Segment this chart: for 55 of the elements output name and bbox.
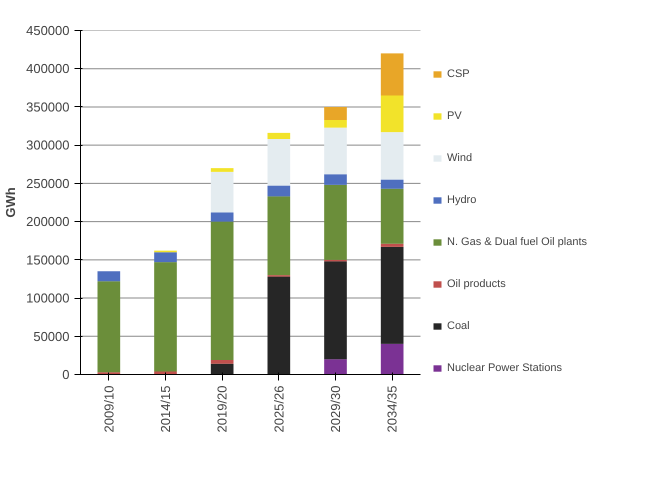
bar (268, 196, 290, 276)
bar (324, 120, 347, 128)
bar (210, 222, 234, 360)
bar (380, 180, 404, 189)
bar (324, 128, 347, 174)
x-tick-label: 2019/20 (214, 385, 230, 432)
x-tick-label: 2009/10 (101, 385, 116, 432)
bar (324, 106, 347, 120)
bar (210, 360, 234, 364)
bar (268, 186, 290, 196)
bar (380, 244, 404, 247)
legend-label: Wind (447, 152, 472, 164)
y-tick-label: 0 (62, 367, 70, 382)
bar (154, 262, 177, 372)
legend-label: CSP (447, 68, 470, 80)
legend-label: Oil products (447, 278, 506, 290)
x-tick-label: 2025/26 (271, 385, 286, 432)
bar (210, 168, 234, 172)
legend-label: Nuclear Power Stations (447, 362, 562, 374)
legend-label: PV (447, 110, 463, 122)
y-tick-label: 100000 (26, 290, 70, 306)
y-tick-label: 200000 (26, 214, 70, 230)
legend-label: Hydro (447, 194, 476, 206)
x-tick-label: 2029/30 (328, 385, 343, 432)
bar (98, 271, 120, 282)
bar (324, 174, 347, 185)
y-tick-label: 150000 (26, 252, 70, 268)
bar (324, 184, 347, 260)
bar (380, 132, 404, 180)
bar (154, 252, 177, 262)
bar (268, 132, 290, 140)
y-axis-title: GWh (3, 187, 18, 218)
bar (210, 172, 234, 212)
y-tick-label: 250000 (26, 176, 70, 191)
bar (98, 281, 120, 372)
x-tick-label: 2034/35 (384, 385, 400, 432)
bar (324, 261, 347, 360)
bar (210, 364, 234, 374)
x-tick-label: 2014/15 (158, 385, 173, 432)
bar (380, 344, 404, 374)
y-tick-label: 400000 (26, 61, 70, 76)
bar (210, 212, 234, 222)
y-tick-label: 350000 (26, 99, 70, 114)
legend-label: N. Gas & Dual fuel Oil plants (447, 236, 588, 248)
bar (380, 95, 404, 132)
y-tick-label: 50000 (33, 328, 70, 344)
bar (380, 188, 404, 244)
y-tick-label: 300000 (26, 138, 70, 153)
bar (380, 246, 404, 344)
bar (268, 139, 290, 186)
bar (324, 359, 347, 374)
y-tick-label: 450000 (26, 23, 70, 38)
bar (268, 276, 290, 374)
bar (380, 53, 404, 96)
legend-label: Coal (447, 320, 470, 332)
